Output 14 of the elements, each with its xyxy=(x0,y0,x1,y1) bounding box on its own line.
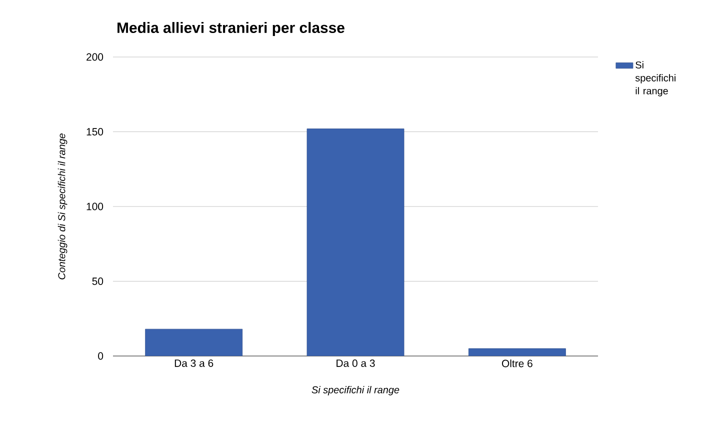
bar xyxy=(145,328,243,356)
x-tick-label: Da 3 a 6 xyxy=(174,360,214,367)
legend-label: Si specifichi il range xyxy=(635,61,676,96)
y-tick-label: 200 xyxy=(86,53,104,61)
x-tick-label: Oltre 6 xyxy=(502,360,532,368)
y-tick-label: 50 xyxy=(92,278,104,285)
chart-title: Media allievi stranieri per classe xyxy=(118,22,344,36)
x-tick-label: Da 0 a 3 xyxy=(336,360,375,367)
bar xyxy=(306,128,404,356)
y-tick-label: 0 xyxy=(98,352,104,360)
y-tick-label: 150 xyxy=(86,128,104,136)
x-axis-title: Si specifichi il range xyxy=(312,386,400,396)
y-tick-label: 100 xyxy=(86,202,104,210)
y-axis-title: Conteggio di Si specifichi il range xyxy=(58,134,68,280)
